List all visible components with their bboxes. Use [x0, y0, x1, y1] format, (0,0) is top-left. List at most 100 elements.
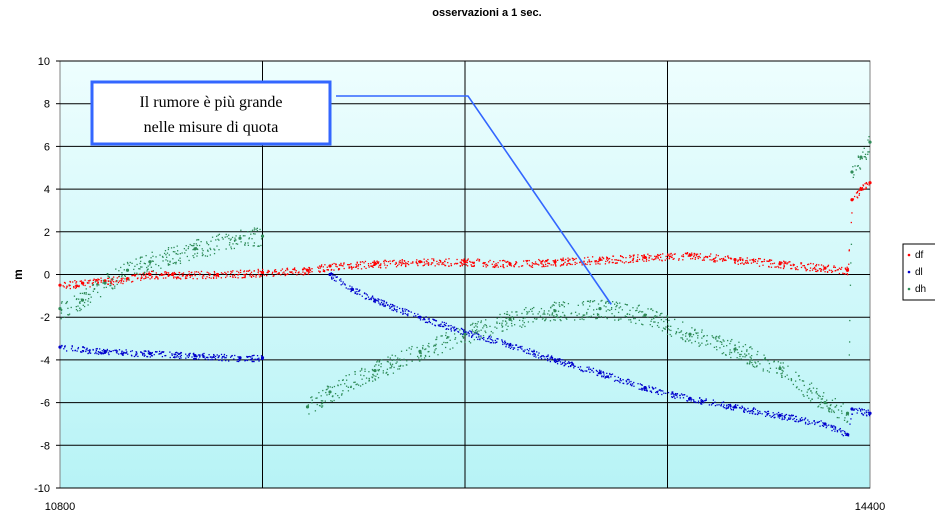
- point-df: [194, 271, 196, 273]
- point-dl: [106, 350, 108, 352]
- point-dh: [818, 405, 820, 407]
- point-dh: [567, 302, 570, 305]
- point-df: [251, 274, 254, 276]
- point-dh: [110, 284, 112, 287]
- point-df: [405, 264, 407, 266]
- point-dh: [378, 368, 381, 371]
- point-dl: [122, 353, 125, 355]
- point-dh: [222, 238, 224, 240]
- point-dh: [749, 359, 751, 361]
- point-dh: [755, 365, 758, 368]
- point-dh: [341, 379, 344, 382]
- point-dl: [496, 341, 498, 343]
- point-df: [851, 212, 853, 214]
- point-dl: [791, 414, 793, 416]
- point-dh: [716, 349, 718, 351]
- point-dh: [181, 252, 183, 254]
- point-dl: [610, 376, 612, 378]
- point-dl: [114, 349, 116, 351]
- point-df: [697, 257, 699, 260]
- point-dh: [424, 348, 426, 351]
- point-df: [759, 258, 761, 260]
- point-dh: [831, 399, 834, 401]
- point-dl: [766, 414, 768, 416]
- point-df: [636, 260, 639, 263]
- point-dl: [108, 350, 110, 352]
- point-dl: [549, 357, 551, 359]
- point-dl: [809, 422, 811, 425]
- point-dl: [472, 335, 474, 337]
- point-df: [322, 269, 325, 271]
- point-dh: [665, 326, 667, 328]
- point-dh: [225, 248, 227, 250]
- point-dh: [67, 314, 69, 316]
- point-dl: [453, 330, 456, 332]
- point-dl: [101, 350, 103, 352]
- point-dl: [572, 363, 575, 365]
- point-dl: [710, 404, 713, 406]
- point-dh: [422, 348, 424, 350]
- point-dh: [853, 174, 855, 176]
- point-df: [304, 272, 306, 274]
- point-df: [112, 283, 115, 286]
- point-dl: [457, 330, 459, 333]
- point-dh: [586, 311, 588, 314]
- point-dl: [76, 350, 78, 352]
- point-dh: [161, 255, 164, 258]
- point-dl: [255, 359, 257, 361]
- point-df: [495, 262, 497, 265]
- point-dl: [424, 318, 426, 321]
- point-df: [494, 264, 496, 266]
- point-dh: [433, 344, 436, 346]
- point-dh: [803, 384, 805, 387]
- point-dl: [769, 415, 771, 417]
- point-df: [477, 258, 479, 260]
- point-dl: [774, 413, 776, 416]
- point-dl: [223, 355, 225, 357]
- point-dl: [759, 410, 761, 413]
- point-dl: [547, 359, 549, 362]
- point-dh: [548, 314, 551, 316]
- point-dh: [782, 366, 784, 368]
- point-df: [186, 275, 188, 277]
- point-dh: [341, 393, 343, 395]
- point-dh: [553, 319, 555, 321]
- point-dh: [365, 382, 367, 384]
- point-dh: [228, 244, 231, 246]
- point-dh: [61, 309, 63, 311]
- point-df: [226, 275, 228, 277]
- point-dh: [795, 371, 797, 373]
- point-df: [140, 275, 143, 277]
- point-dl: [533, 355, 535, 357]
- point-dh: [338, 379, 340, 382]
- point-df: [528, 259, 530, 262]
- point-dh: [420, 358, 423, 360]
- point-dh: [420, 355, 422, 358]
- point-dl: [396, 311, 398, 313]
- point-dl: [791, 415, 793, 417]
- point-dl: [589, 368, 592, 370]
- point-dh: [391, 365, 393, 367]
- point-dl: [704, 400, 706, 402]
- point-dh: [420, 352, 422, 354]
- point-df: [193, 273, 196, 275]
- point-df: [303, 267, 305, 270]
- point-dh: [331, 386, 334, 389]
- point-df: [175, 277, 178, 280]
- point-dh: [143, 262, 145, 264]
- y-tick-label: -4: [40, 355, 50, 367]
- point-df: [606, 257, 609, 259]
- point-df: [844, 268, 847, 270]
- point-df: [296, 274, 298, 276]
- point-dh: [428, 355, 431, 358]
- point-dh: [736, 349, 739, 351]
- point-df: [647, 253, 649, 255]
- point-df: [502, 265, 504, 267]
- point-df: [112, 281, 115, 283]
- point-dl: [221, 359, 223, 361]
- point-dl: [462, 333, 464, 335]
- point-dh: [682, 338, 684, 341]
- point-dl: [865, 410, 867, 412]
- point-df: [678, 258, 680, 260]
- point-dh: [131, 262, 133, 264]
